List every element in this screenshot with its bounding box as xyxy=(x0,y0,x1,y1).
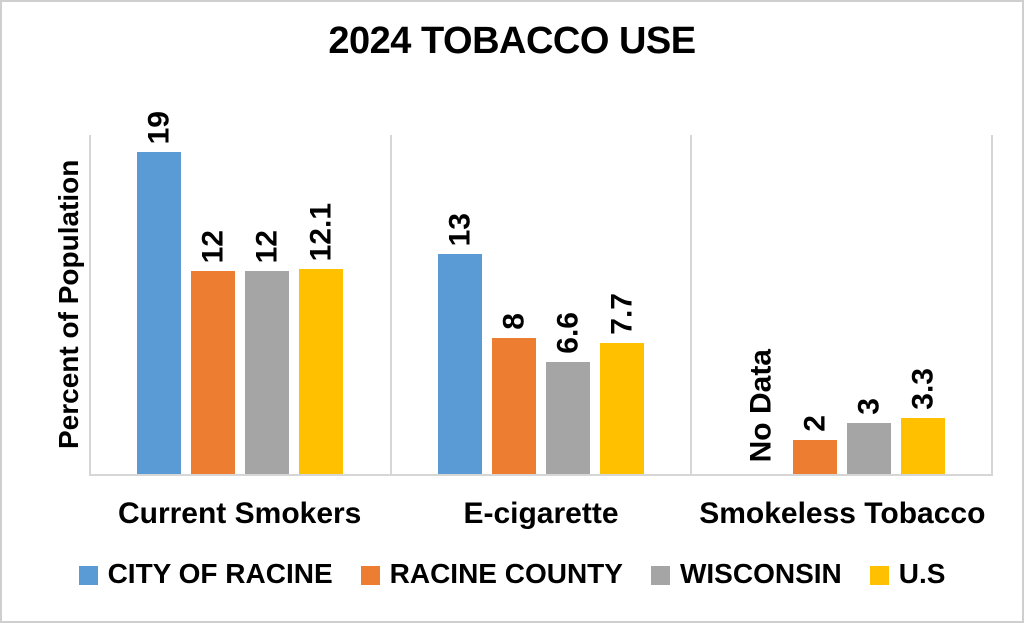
plot-area: 19 12 12 12.1 13 8 6.6 7.7 No Data 2 3 3.3 xyxy=(89,111,993,476)
category-label-e-cigarette: E-cigarette xyxy=(463,497,619,530)
bar-racine-county-smokeless-tobacco xyxy=(792,440,837,474)
bar-slot: 12 xyxy=(245,135,290,474)
legend-swatch-u-s xyxy=(869,565,889,585)
legend-item-racine-county: RACINE COUNTY xyxy=(360,554,623,594)
bar-value-label: 3 xyxy=(851,398,885,415)
bar-u-s-current-smokers xyxy=(299,269,344,474)
legend-label-wisconsin: WISCONSIN xyxy=(679,558,842,589)
legend-label-city-of-racine: CITY OF RACINE xyxy=(107,558,333,589)
legend-item-wisconsin: WISCONSIN xyxy=(650,554,842,594)
bar-slot: 8 xyxy=(492,135,536,474)
bar-u-s-smokeless-tobacco xyxy=(900,418,945,474)
category-label-smokeless-tobacco: Smokeless Tobacco xyxy=(699,497,986,530)
bar-slot: 6.6 xyxy=(546,135,590,474)
bar-slot: 13 xyxy=(438,135,482,474)
bar-value-label: 12.1 xyxy=(304,202,338,261)
bar-value-label: 19 xyxy=(142,110,176,144)
category-label-current-smokers: Current Smokers xyxy=(117,497,362,530)
bar-slot: 3.3 xyxy=(900,135,945,474)
legend-item-u-s: U.S xyxy=(869,554,946,594)
bar-value-label: 13 xyxy=(443,212,477,246)
legend-label-u-s: U.S xyxy=(898,558,946,589)
bar-slot: 12 xyxy=(191,135,236,474)
bar-slot: 3 xyxy=(846,135,891,474)
bar-slot: 7.7 xyxy=(600,135,644,474)
chart-title: 2024 TOBACCO USE xyxy=(328,20,696,62)
legend-swatch-wisconsin xyxy=(650,565,670,585)
legend-swatch-racine-county xyxy=(360,565,380,585)
legend: CITY OF RACINE RACINE COUNTY WISCONSIN U.S xyxy=(2,554,1022,594)
bar-wisconsin-e-cigarette xyxy=(546,362,590,474)
legend-item-city-of-racine: CITY OF RACINE xyxy=(78,554,333,594)
category-panel-current-smokers: 19 12 12 12.1 xyxy=(91,111,390,474)
bar-value-label: 2 xyxy=(797,415,831,432)
bar-wisconsin-current-smokers xyxy=(245,271,290,474)
bar-slot: 12.1 xyxy=(299,135,344,474)
bar-value-label: 8 xyxy=(497,313,531,330)
bar-value-label: 12 xyxy=(196,229,230,263)
bar-value-label: 3.3 xyxy=(905,368,939,410)
bar-racine-county-e-cigarette xyxy=(492,338,536,474)
category-axis: Current Smokers E-cigarette Smokeless Toba… xyxy=(89,492,993,536)
bar-value-label: 12 xyxy=(250,229,284,263)
bar-slot: No Data xyxy=(739,135,783,474)
bar-city-of-racine-e-cigarette xyxy=(438,254,482,474)
bar-wisconsin-smokeless-tobacco xyxy=(846,423,891,474)
bar-slot: 2 xyxy=(792,135,837,474)
category-panel-smokeless-tobacco: No Data 2 3 3.3 xyxy=(690,135,991,474)
bar-city-of-racine-current-smokers xyxy=(137,152,182,474)
y-axis-title: Percent of Population xyxy=(53,159,84,450)
bar-value-label: 6.6 xyxy=(551,312,585,354)
legend-label-racine-county: RACINE COUNTY xyxy=(389,558,623,589)
legend-swatch-city-of-racine xyxy=(78,565,98,585)
bar-slot: 19 xyxy=(137,111,182,474)
bar-racine-county-current-smokers xyxy=(191,271,236,474)
no-data-label: No Data xyxy=(743,348,777,462)
bar-value-label: 7.7 xyxy=(605,293,639,335)
bar-u-s-e-cigarette xyxy=(600,343,644,474)
category-panel-e-cigarette: 13 8 6.6 7.7 xyxy=(389,135,691,474)
